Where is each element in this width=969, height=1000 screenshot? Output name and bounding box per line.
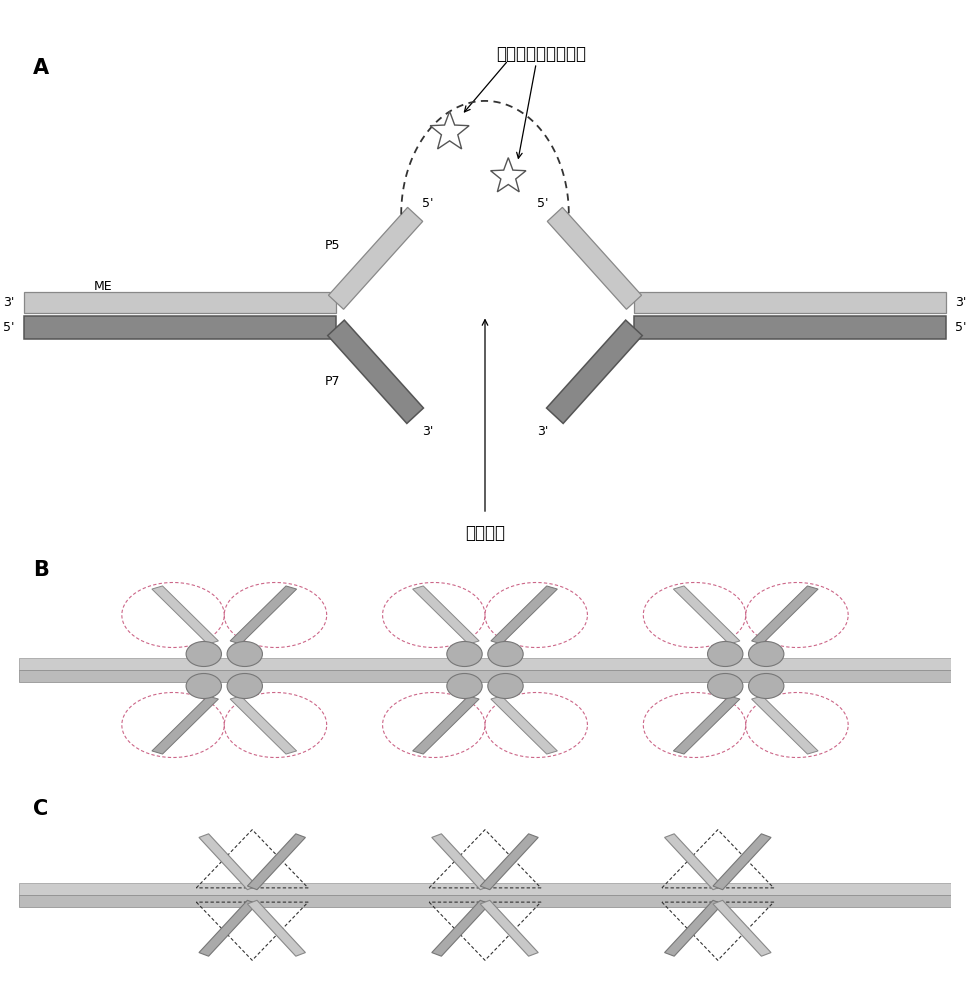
Polygon shape [480,834,538,890]
Polygon shape [546,320,641,423]
Polygon shape [19,895,950,907]
Polygon shape [247,834,305,890]
Ellipse shape [748,674,783,698]
Text: 切割位点: 切割位点 [464,524,505,542]
Polygon shape [24,316,335,339]
Polygon shape [412,696,479,754]
Polygon shape [19,670,950,682]
Polygon shape [634,292,945,313]
Polygon shape [199,900,257,956]
Polygon shape [672,586,739,644]
Ellipse shape [706,642,742,666]
Text: 3': 3' [954,296,966,309]
Polygon shape [634,316,945,339]
Text: B: B [33,560,49,580]
Text: P5: P5 [325,239,340,252]
Polygon shape [247,900,305,956]
Polygon shape [480,900,538,956]
Polygon shape [19,658,950,670]
Polygon shape [19,883,950,895]
Polygon shape [431,900,489,956]
Polygon shape [490,158,525,192]
Polygon shape [547,207,641,309]
Polygon shape [199,834,257,890]
Ellipse shape [447,674,482,698]
Polygon shape [431,834,489,890]
Ellipse shape [748,642,783,666]
Text: A: A [33,58,49,78]
Text: 3': 3' [422,425,432,438]
Polygon shape [751,696,817,754]
Polygon shape [429,111,469,149]
Text: ME: ME [94,280,112,293]
Polygon shape [712,834,770,890]
Text: 3': 3' [3,296,15,309]
Text: 5': 5' [536,197,547,210]
Ellipse shape [447,642,482,666]
Ellipse shape [487,642,522,666]
Polygon shape [328,320,423,423]
Text: 5': 5' [3,321,15,334]
Polygon shape [490,586,557,644]
Ellipse shape [227,674,263,698]
Polygon shape [664,900,722,956]
Polygon shape [712,900,770,956]
Text: C: C [33,799,48,819]
Polygon shape [152,696,218,754]
Ellipse shape [706,674,742,698]
Text: 5': 5' [954,321,966,334]
Polygon shape [664,834,722,890]
Polygon shape [672,696,739,754]
Ellipse shape [227,642,263,666]
Ellipse shape [487,674,522,698]
Text: P7: P7 [325,375,340,388]
Text: 结合部分（可选的）: 结合部分（可选的） [495,45,585,63]
Polygon shape [152,586,218,644]
Polygon shape [490,696,557,754]
Polygon shape [412,586,479,644]
Polygon shape [230,586,297,644]
Ellipse shape [186,642,221,666]
Polygon shape [230,696,297,754]
Text: 5': 5' [422,197,433,210]
Text: 3': 3' [537,425,547,438]
Polygon shape [751,586,817,644]
Polygon shape [328,207,422,309]
Polygon shape [24,292,335,313]
Ellipse shape [186,674,221,698]
